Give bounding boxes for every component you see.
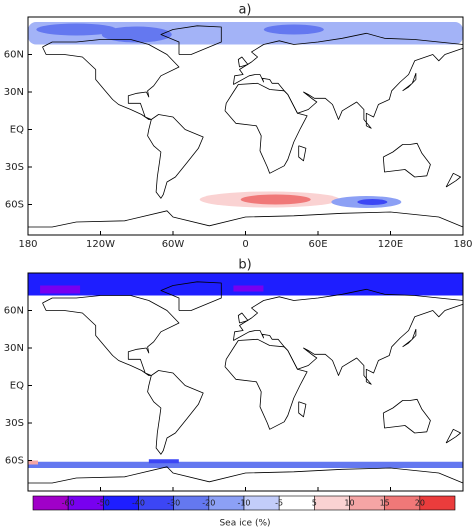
y-tick-label: 60N [4,50,24,61]
x-tick-label: 60E [308,239,327,250]
x-tick-label: 60W [162,239,185,250]
colorbar-label: -20 [202,499,215,508]
map-panel: 60N 30N EQ 30S 60S 180 120W 60W 0 60E 120E 180 [4,16,473,250]
coastline [224,338,308,430]
map-frame [27,272,464,492]
coastline [445,428,462,444]
y-tick-label: 30S [5,418,24,429]
coastline [237,56,249,68]
x-tick-label: 180 [18,239,37,250]
coastline [160,25,222,55]
y-tick-label: EQ [10,125,24,136]
coastline [28,210,464,228]
sea-ice-anomaly [148,459,179,464]
x-tick-label: 120E [378,239,403,250]
coastline [298,145,307,162]
y-tick-label: 60N [4,306,24,317]
coastline [402,72,417,92]
coastline [147,114,204,199]
sea-ice-anomaly [28,460,38,465]
y-tick-label: 60S [5,200,24,211]
coastline [382,398,431,434]
panel-label: a) [238,3,251,18]
map-panel: 60N 30N EQ 30S 60S [4,272,464,492]
sea-ice-anomaly [357,199,388,205]
colorbar: -60 -50 -40 -30 -20 -10 -5 5 10 15 20 [32,495,456,511]
y-tick-label: EQ [10,381,24,392]
coastline [224,82,308,174]
sea-ice-anomaly [101,26,172,43]
y-tick-label: 30N [4,343,24,354]
y-tick-label: 30N [4,87,24,98]
colorbar-label: 5 [312,499,317,508]
sea-ice-anomaly [36,23,117,36]
coastline [233,288,464,385]
colorbar-box [419,495,456,511]
y-tick-label: 30S [5,162,24,173]
colorbar-label: -30 [167,499,180,508]
coastline [445,172,462,188]
x-tick-label: 180 [453,239,472,250]
sea-ice-anomaly [28,461,463,468]
coastline [382,142,431,178]
colorbar-title: Sea ice (%) [219,519,270,529]
colorbar-label: -10 [237,499,250,508]
colorbar-label: 20 [415,499,425,508]
coastline [147,370,204,455]
coastline [160,281,222,311]
x-tick-label: 120W [86,239,115,250]
sea-ice-anomaly [28,273,463,296]
panel-label: b) [238,258,251,273]
colorbar-label: -5 [275,499,283,508]
coastline [402,328,417,348]
y-tick-label: 60S [5,456,24,467]
colorbar-label: -60 [62,499,75,508]
coastline [237,312,249,324]
coastline [28,466,464,484]
x-tick-label: 0 [242,239,248,250]
sea-ice-anomaly [233,285,264,292]
coastline [298,401,307,418]
colorbar-label: -50 [97,499,110,508]
colorbar-box [278,495,315,511]
coastline [42,39,180,120]
colorbar-label: -40 [132,499,145,508]
colorbar-label: 10 [344,499,354,508]
sea-ice-anomaly [263,24,324,35]
colorbar-label: 15 [380,499,390,508]
coastline [233,32,464,129]
sea-ice-anomaly [240,194,311,205]
coastline [42,295,180,376]
sea-ice-anomaly [40,285,81,294]
